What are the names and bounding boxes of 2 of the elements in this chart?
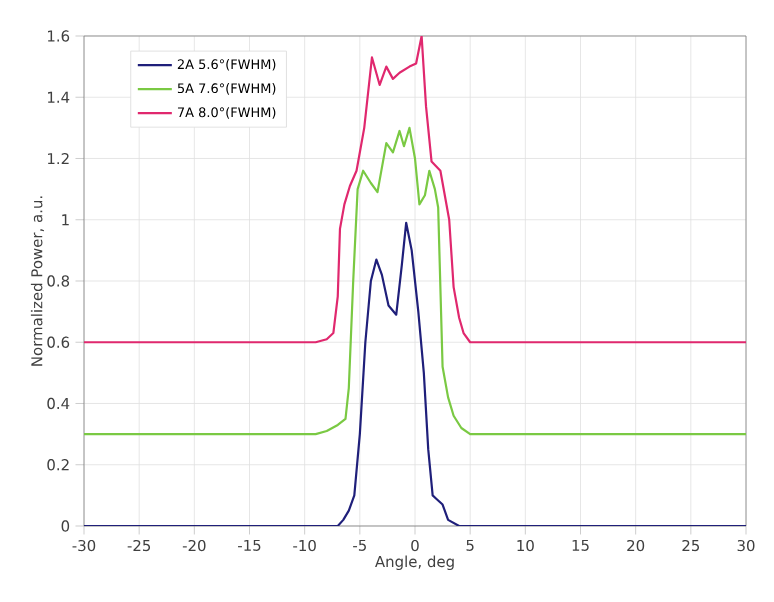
line-series	[84, 126, 746, 436]
line-series	[84, 221, 746, 526]
